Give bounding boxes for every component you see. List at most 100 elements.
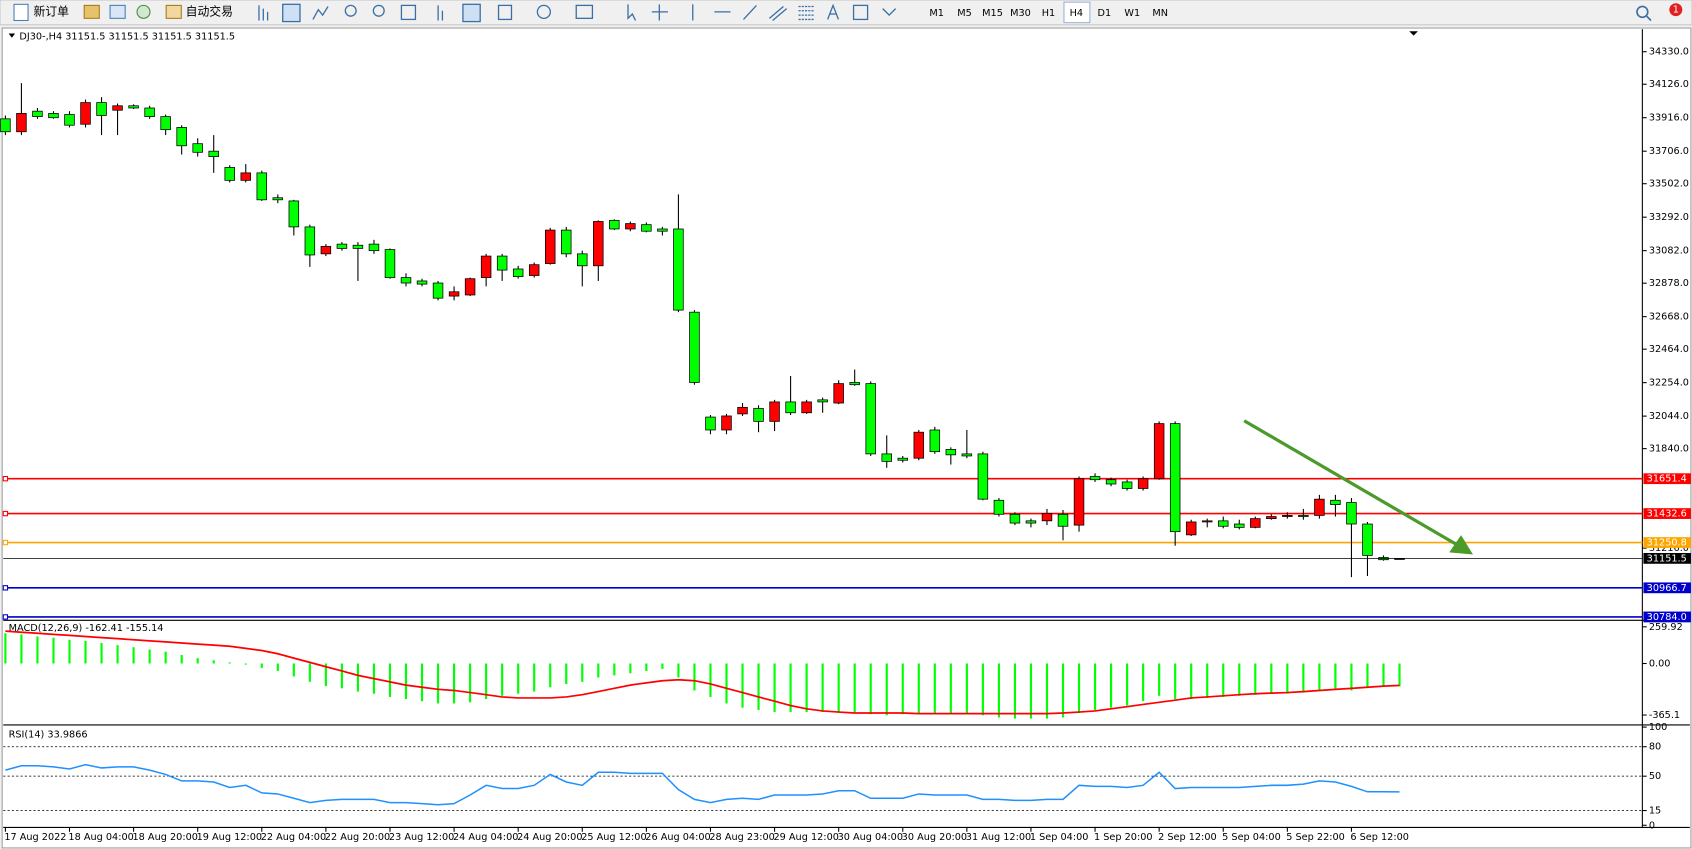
candle-body — [1218, 520, 1229, 527]
label-icon[interactable] — [852, 4, 869, 21]
timeframe-button[interactable]: D1 — [1098, 8, 1112, 19]
macd-value: -162.41 — [85, 623, 122, 634]
x-tick-label: 30 Aug 04:00 — [838, 832, 903, 843]
candle-body — [897, 457, 908, 461]
new-order-icon[interactable] — [13, 3, 29, 22]
chart-window — [1, 27, 1692, 849]
candle-body — [32, 110, 43, 117]
timeframe-button[interactable]: M30 — [1010, 8, 1031, 19]
y-tick-label: 32878.0 — [1649, 278, 1689, 289]
rsi-title: RSI(14) — [9, 730, 45, 741]
zoom-in-icon[interactable] — [344, 4, 357, 17]
low-value: 31151.5 — [152, 32, 192, 43]
line-chart-icon[interactable] — [312, 6, 329, 20]
shift-icon[interactable] — [462, 3, 481, 23]
candle-body — [528, 264, 540, 276]
y-tick-label: 33706.0 — [1649, 146, 1689, 157]
candle-body — [512, 268, 524, 278]
y-tick-label: 100 — [1649, 722, 1668, 733]
auto-trading-icon[interactable] — [165, 4, 182, 19]
timeframe-button[interactable]: H1 — [1042, 8, 1055, 19]
x-tick-label: 28 Aug 23:00 — [709, 832, 774, 843]
autoscroll-icon[interactable] — [437, 5, 444, 21]
active-timeframe-highlight — [1063, 1, 1091, 24]
candle-body — [1057, 513, 1069, 527]
zoom-out-icon[interactable] — [372, 4, 385, 17]
tool-icons — [258, 3, 897, 23]
level-marker — [2, 539, 9, 546]
x-tick-label: 22 Aug 04:00 — [261, 832, 326, 843]
price-label-bg — [1643, 473, 1691, 485]
y-tick-label: 50 — [1649, 771, 1661, 782]
price-label: 31651.4 — [1647, 474, 1687, 485]
candle-body — [737, 406, 748, 415]
auto-trading-button[interactable]: 自动交易 — [186, 4, 233, 18]
toolbar-icon[interactable] — [83, 4, 100, 19]
candle-body — [288, 200, 300, 228]
candle-body — [657, 228, 668, 232]
x-tick-label: 5 Sep 04:00 — [1222, 832, 1281, 843]
candle-body — [1314, 498, 1325, 516]
level-marker — [2, 475, 9, 482]
price-label: 30966.7 — [1647, 583, 1687, 594]
candle-body — [48, 113, 59, 119]
candle-body — [480, 255, 492, 278]
candle-body — [929, 429, 941, 453]
timeframe-button[interactable]: W1 — [1124, 8, 1140, 19]
candle-body — [753, 408, 764, 422]
y-tick-label: 32668.0 — [1649, 312, 1689, 323]
candle-body — [64, 114, 75, 126]
trend-arrow — [1243, 419, 1460, 548]
y-tick-label: 259.92 — [1649, 622, 1683, 633]
x-tick-label: 6 Sep 12:00 — [1350, 832, 1409, 843]
toolbar-icon[interactable] — [136, 4, 151, 19]
y-tick-label: -365.1 — [1649, 710, 1680, 721]
candle-body — [112, 105, 123, 111]
candle-body — [961, 453, 973, 457]
channel-icon[interactable] — [768, 5, 788, 21]
candle-body — [1025, 520, 1037, 524]
tile-icon[interactable] — [400, 4, 417, 21]
notification-count: 1 — [1673, 5, 1679, 16]
timeframe-button[interactable]: MN — [1152, 8, 1168, 19]
timeframe-button[interactable]: M15 — [982, 8, 1003, 19]
candle-body — [1266, 516, 1277, 519]
level-marker — [2, 585, 9, 591]
search-icon-handle — [1646, 15, 1652, 22]
period-icon[interactable] — [536, 4, 551, 19]
candle-body — [496, 255, 508, 271]
arrows-icon[interactable] — [882, 8, 897, 17]
trendline-icon[interactable] — [743, 4, 757, 20]
candle-body — [128, 105, 139, 109]
macd-header: MACD(12,26,9) -162.41 -155.14 — [9, 623, 164, 634]
y-tick-label: 31216.0 — [1649, 543, 1689, 554]
candle-body — [16, 113, 27, 133]
toolbar-icon[interactable] — [109, 4, 126, 19]
cursor-icon[interactable] — [627, 4, 637, 21]
candle-body — [448, 291, 460, 297]
candle-body — [721, 415, 732, 431]
candle-body — [769, 401, 780, 422]
new-order-button[interactable]: 新订单 — [33, 4, 69, 18]
search-icon[interactable] — [1636, 5, 1649, 19]
fibo-icon[interactable] — [798, 5, 814, 21]
crosshair-icon[interactable] — [651, 4, 668, 21]
candle-body — [1041, 512, 1053, 522]
notification-badge[interactable] — [1669, 3, 1683, 17]
timeframe-button[interactable]: H4 — [1070, 8, 1083, 19]
toolbar-bg — [0, 0, 1692, 26]
x-tick-label: 29 Aug 12:00 — [773, 832, 838, 843]
timeframe-button[interactable]: M1 — [929, 8, 944, 19]
x-tick-label: 31 Aug 12:00 — [966, 832, 1031, 843]
x-tick-label: 5 Sep 22:00 — [1286, 832, 1345, 843]
timeframe-button[interactable]: M5 — [957, 8, 972, 19]
template-icon[interactable] — [575, 4, 594, 19]
chart-header: DJ30-,H4 31151.5 31151.5 31151.5 31151.5 — [19, 32, 235, 43]
candle-icon[interactable] — [282, 3, 301, 23]
candle-body — [384, 249, 396, 278]
x-tick-label: 23 Aug 12:00 — [389, 832, 454, 843]
text-icon[interactable] — [827, 3, 840, 20]
bar-chart-icon[interactable] — [258, 5, 269, 21]
indicator-icon[interactable] — [497, 4, 513, 21]
candle-body — [192, 143, 203, 153]
